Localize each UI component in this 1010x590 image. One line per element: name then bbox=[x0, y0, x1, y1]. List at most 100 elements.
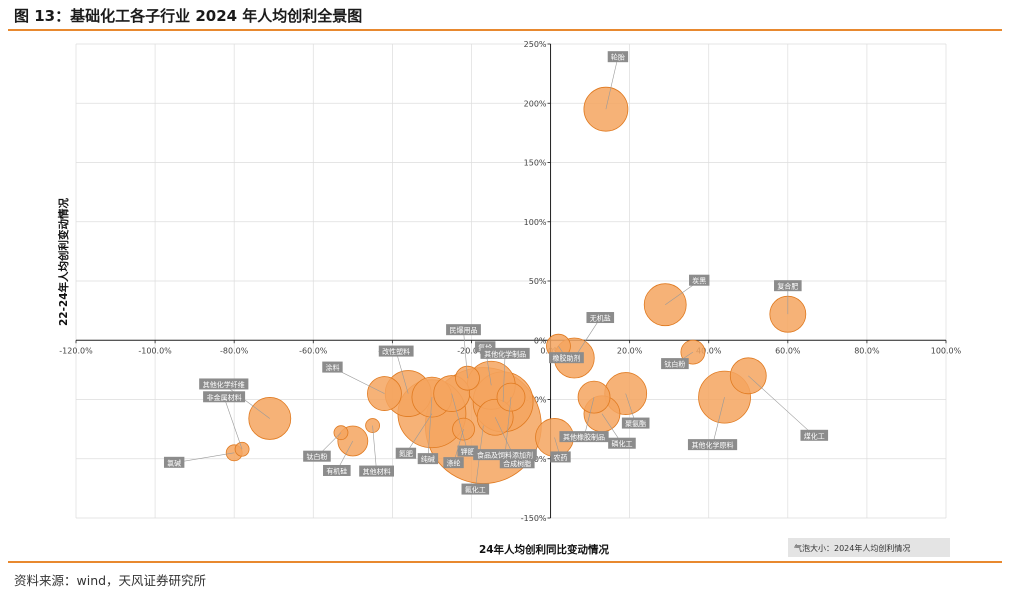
label-leader bbox=[502, 353, 506, 402]
y-tick-label: 0% bbox=[534, 336, 547, 345]
label-box bbox=[457, 445, 478, 457]
source-note: 资料来源：wind，天风证券研究所 bbox=[14, 573, 207, 588]
bubble-label: 无机盐 bbox=[590, 314, 611, 323]
bubble-label: 钾肥 bbox=[461, 447, 475, 456]
label-leader bbox=[451, 393, 468, 452]
bubble-label: 氮肥 bbox=[399, 449, 413, 458]
y-tick-label: 250% bbox=[524, 40, 547, 49]
y-tick-label: -50% bbox=[526, 396, 547, 405]
label-box bbox=[473, 449, 537, 461]
label-box bbox=[549, 352, 584, 364]
legend-box bbox=[788, 538, 950, 557]
label-box bbox=[443, 457, 464, 469]
label-box bbox=[689, 274, 710, 286]
label-box bbox=[203, 391, 246, 403]
label-box bbox=[395, 447, 417, 459]
label-leader bbox=[748, 375, 815, 437]
label-box bbox=[800, 429, 829, 441]
label-box bbox=[359, 465, 394, 477]
bubble-label: 其他化学原料 bbox=[692, 441, 734, 450]
x-tick-label: 20.0% bbox=[617, 346, 643, 355]
bubble-label: 橡胶助剂 bbox=[552, 354, 580, 363]
bubble-label: 改性塑料 bbox=[382, 347, 410, 356]
label-leader bbox=[504, 397, 512, 456]
bubble-label: 其他化学纤维 bbox=[203, 380, 245, 389]
bubble-label: 轮胎 bbox=[611, 53, 625, 62]
bubble-label: 聚氨酯 bbox=[625, 419, 646, 428]
label-leader bbox=[463, 330, 468, 379]
bubble-label: 民爆用品 bbox=[450, 326, 478, 335]
bubble-label: 非金属材料 bbox=[207, 393, 242, 402]
label-box bbox=[378, 345, 414, 357]
label-leader bbox=[223, 397, 243, 450]
bubble-label: 有机硅 bbox=[326, 466, 347, 475]
label-box bbox=[446, 324, 481, 336]
y-tick-label: -150% bbox=[521, 514, 547, 523]
y-axis-title: 22-24年人均创利变动情况 bbox=[57, 197, 70, 326]
label-box bbox=[621, 417, 650, 429]
x-tick-label: 60.0% bbox=[775, 346, 801, 355]
label-leader bbox=[223, 384, 270, 419]
y-tick-label: 200% bbox=[524, 99, 547, 108]
label-box bbox=[322, 361, 343, 373]
y-tick-label: 50% bbox=[529, 277, 547, 286]
label-box bbox=[163, 456, 185, 468]
label-box bbox=[475, 341, 496, 353]
bubble-label: 氯碱 bbox=[167, 458, 181, 467]
y-tick-label: 150% bbox=[524, 159, 547, 168]
bubble-label: 食品及饲料添加剂 bbox=[477, 451, 533, 460]
x-tick-label: -120.0% bbox=[59, 346, 93, 355]
bubble-label: 合成树脂 bbox=[503, 459, 531, 468]
label-box bbox=[607, 51, 629, 63]
x-tick-label: 40.0% bbox=[696, 346, 722, 355]
label-box bbox=[774, 280, 802, 292]
label-box bbox=[499, 457, 535, 469]
bubble-label: 涤纶 bbox=[447, 459, 461, 468]
bubble-label: 氨纶 bbox=[478, 343, 492, 352]
label-box bbox=[687, 439, 738, 451]
top-rule bbox=[8, 29, 1002, 31]
x-axis-title: 24年人均创利同比变动情况 bbox=[479, 543, 610, 556]
bubble-label: 农药 bbox=[554, 453, 568, 462]
label-box bbox=[550, 451, 571, 463]
bubble-label: 钛白粉 bbox=[306, 452, 327, 461]
bottom-rule bbox=[8, 561, 1002, 563]
label-leader bbox=[427, 397, 433, 460]
label-box bbox=[559, 431, 609, 443]
bubble-label: 复合肥 bbox=[777, 282, 798, 291]
label-box bbox=[661, 358, 689, 370]
bubble-label: 煤化工 bbox=[804, 431, 825, 440]
x-tick-label: -80.0% bbox=[220, 346, 249, 355]
legend-note: 气泡大小：2024年人均创利情况 bbox=[794, 543, 910, 553]
label-leader bbox=[372, 425, 377, 472]
label-box bbox=[586, 312, 615, 324]
x-tick-label: -20.0% bbox=[457, 346, 486, 355]
label-leader bbox=[574, 317, 601, 359]
x-tick-label: 80.0% bbox=[854, 346, 880, 355]
bubble-label: 其他材料 bbox=[363, 467, 391, 476]
label-layer: 轮胎炭黑复合肥其他化学原料煤化工钛白粉聚氨酯磷化工其他橡胶制品无机盐橡胶助剂农药… bbox=[163, 51, 829, 495]
bubble-chart: -120.0%-100.0%-80.0%-60.0%-40.0%-20.0%0.… bbox=[57, 40, 962, 557]
bubble-label: 钛白粉 bbox=[664, 360, 685, 369]
x-tick-label: -60.0% bbox=[299, 346, 328, 355]
label-leader bbox=[405, 413, 433, 454]
y-tick-label: 100% bbox=[524, 218, 547, 227]
label-leader bbox=[583, 397, 595, 438]
label-box bbox=[199, 378, 249, 390]
x-tick-label: -100.0% bbox=[138, 346, 172, 355]
bubble-label: 氟化工 bbox=[465, 485, 486, 494]
label-leader bbox=[395, 351, 409, 394]
bubble-label: 炭黑 bbox=[692, 277, 706, 285]
label-box bbox=[480, 347, 530, 359]
x-tick-label: 100.0% bbox=[931, 346, 962, 355]
label-box bbox=[461, 483, 490, 495]
bubble-label: 涂料 bbox=[325, 363, 339, 372]
bubble-label: 其他橡胶制品 bbox=[563, 433, 605, 442]
label-box bbox=[608, 437, 636, 449]
bubble-label: 磷化工 bbox=[611, 439, 632, 448]
label-box bbox=[323, 464, 351, 476]
bubble-label: 其他化学制品 bbox=[484, 349, 526, 358]
figure-title: 图 13：基础化工各子行业 2024 年人均创利全景图 bbox=[14, 7, 363, 25]
label-box bbox=[417, 453, 439, 465]
label-leader bbox=[712, 397, 725, 446]
